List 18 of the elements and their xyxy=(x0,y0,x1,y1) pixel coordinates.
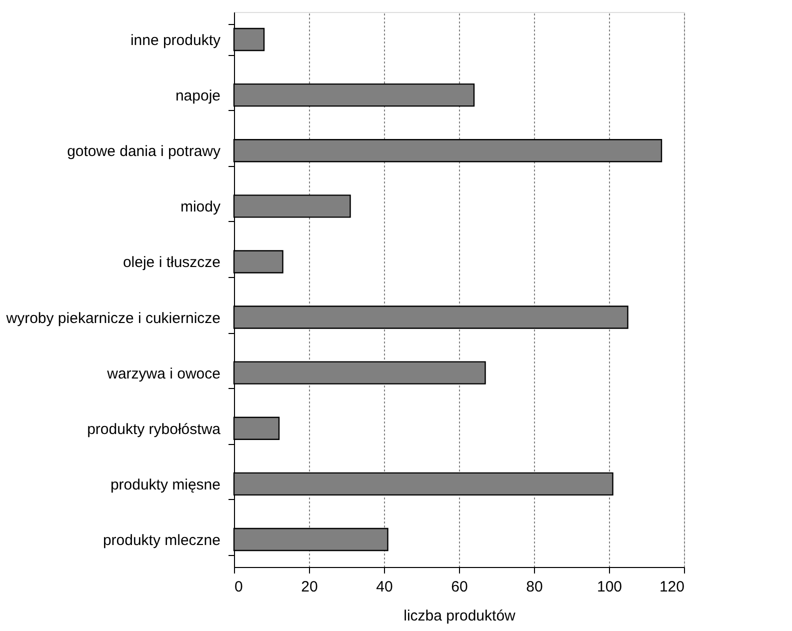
y-tick-label: inne produkty xyxy=(130,32,221,49)
x-tick-label: 120 xyxy=(659,578,684,596)
x-tick-label: 40 xyxy=(376,578,393,596)
y-tick-label: produkty mięsne xyxy=(110,476,220,494)
y-tick-label: napoje xyxy=(175,88,220,105)
x-tick-label: 100 xyxy=(596,578,622,596)
x-tick-label: 20 xyxy=(301,578,318,596)
x-tick-label: 80 xyxy=(526,578,543,596)
y-tick-label: warzywa i owoce xyxy=(106,365,220,382)
y-tick-label: wyroby piekarnicze i cukiernicze xyxy=(5,310,220,327)
y-tick-label: produkty mleczne xyxy=(102,532,220,549)
x-axis-title: liczba produktów xyxy=(404,608,516,624)
y-tick-label: produkty rybołóstwa xyxy=(87,420,222,438)
y-tick-label: gotowe dania i potrawy xyxy=(67,143,221,160)
x-tick-label: 0 xyxy=(234,578,243,596)
y-tick-label: miody xyxy=(180,198,221,216)
y-tick-label: oleje i tłuszcze xyxy=(122,254,220,272)
x-tick-label: 60 xyxy=(451,578,468,596)
